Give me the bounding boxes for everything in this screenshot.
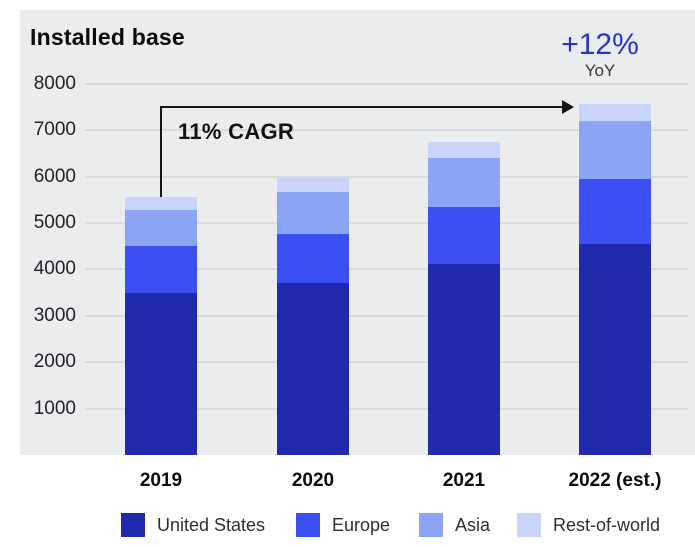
legend-item-europe: Europe <box>296 513 390 537</box>
x-axis-label-2021: 2021 <box>442 470 486 491</box>
legend-swatch-icon <box>121 513 145 537</box>
bar-segment-2020-asia <box>277 192 349 235</box>
bar-segment-2019-united-states <box>125 292 197 455</box>
x-axis-label-2019: 2019 <box>139 470 183 491</box>
legend-swatch-icon <box>296 513 320 537</box>
y-tick-label-7000: 7000 <box>33 119 76 141</box>
legend-label: Europe <box>332 514 391 535</box>
gridline-1000 <box>85 407 688 410</box>
legend-item-asia: Asia <box>419 513 490 537</box>
y-tick-label-4000: 4000 <box>33 258 76 280</box>
gridline-4000 <box>85 268 688 271</box>
gridline-2000 <box>85 361 688 364</box>
y-tick-label-2000: 2000 <box>33 351 76 373</box>
x-axis-label-2020: 2020 <box>291 470 335 491</box>
bar-segment-2019-asia <box>125 210 197 247</box>
legend-label: Rest-of-world <box>553 514 661 535</box>
bar-segment-2022est-europe <box>579 178 651 245</box>
chart-title: Installed base <box>30 24 185 50</box>
cagr-arrow-vertical <box>160 107 162 197</box>
y-tick-label-3000: 3000 <box>33 304 76 326</box>
gridline-8000 <box>85 82 688 85</box>
x-axis-label-2022est: 2022 (est.) <box>568 470 662 491</box>
y-tick-label-6000: 6000 <box>33 165 76 187</box>
y-tick-label-5000: 5000 <box>33 212 76 233</box>
legend-swatch-icon <box>419 513 443 537</box>
gridline-6000 <box>85 175 688 178</box>
bar-segment-2022est-united-states <box>579 244 651 455</box>
bar-segment-2021-united-states <box>428 263 500 455</box>
gridline-5000 <box>85 222 688 224</box>
gridline-3000 <box>85 314 688 317</box>
cagr-arrow-head-icon <box>562 100 574 114</box>
bar-segment-2022est-rest-of-world <box>579 104 651 121</box>
bar-segment-2021-rest-of-world <box>428 142 500 159</box>
legend-item-rest-of-world: Rest-of-world <box>517 513 660 537</box>
cagr-arrow-horizontal <box>160 106 564 108</box>
legend-item-united-states: United States <box>121 513 265 537</box>
legend: United States Europe Asia Rest-of-world <box>0 513 695 541</box>
legend-label: Asia <box>455 514 491 535</box>
bar-segment-2019-europe <box>125 246 197 293</box>
yoy-label: YoY <box>578 61 622 82</box>
legend-swatch-icon <box>517 513 541 537</box>
bar-segment-2020-rest-of-world <box>277 177 349 193</box>
cagr-label: 11% CAGR <box>178 119 295 144</box>
bar-segment-2019-rest-of-world <box>125 197 197 210</box>
bar-segment-2020-united-states <box>277 283 349 455</box>
y-tick-label-8000: 8000 <box>33 72 76 94</box>
gridline-7000 <box>85 129 688 132</box>
bar-segment-2021-asia <box>428 158 500 208</box>
y-tick-label-1000: 1000 <box>33 397 76 419</box>
yoy-value: +12% <box>561 28 639 61</box>
bar-segment-2022est-asia <box>579 120 651 179</box>
bar-segment-2021-europe <box>428 207 500 264</box>
yoy-annotation: +12% YoY <box>548 28 652 82</box>
bar-segment-2020-europe <box>277 234 349 284</box>
legend-label: United States <box>157 514 266 535</box>
